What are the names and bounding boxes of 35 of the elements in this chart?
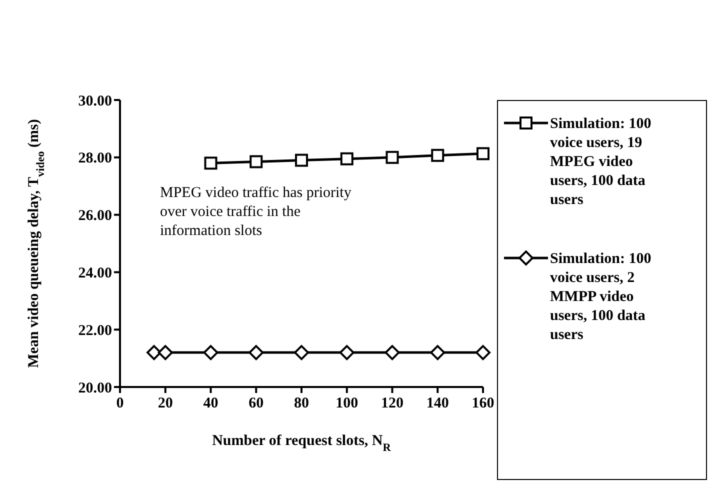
point xyxy=(158,345,173,360)
legend-label: Simulation: 100 voice users, 19 MPEG video users, 100 data users xyxy=(550,115,652,210)
point xyxy=(384,345,400,360)
point xyxy=(203,345,218,360)
y-tick-label: 24.00 xyxy=(78,266,112,282)
point xyxy=(204,156,218,170)
x-axis-title: Number of request slots, N$_{R}$ xyxy=(212,433,392,454)
point xyxy=(340,152,354,166)
point xyxy=(339,345,354,360)
y-tick-label: 20.00 xyxy=(78,380,112,396)
point xyxy=(250,155,263,168)
point xyxy=(431,148,444,162)
y-tick-label: 22.00 xyxy=(78,322,112,339)
y-tick-label: 26.00 xyxy=(78,208,112,224)
point xyxy=(476,345,490,360)
x-tick-label: 20 xyxy=(158,396,173,412)
point xyxy=(295,154,308,167)
x-tick-label: 100 xyxy=(336,396,358,412)
point xyxy=(294,345,309,360)
y-tick-label: 28.00 xyxy=(78,150,112,167)
y-tick-label: 30.00 xyxy=(78,93,112,110)
point xyxy=(476,147,490,160)
x-tick-label: 60 xyxy=(248,396,264,412)
annotation: MPEG video traffic has priority over voice traffic in the information slots xyxy=(160,184,352,241)
x-tick-label: 160 xyxy=(472,396,494,412)
x-tick-label: 0 xyxy=(116,396,124,412)
x-tick-label: 80 xyxy=(294,396,309,412)
legend-label: Simulation: 100 voice users, 2 MMPP video users, 100 data users xyxy=(550,250,652,345)
point xyxy=(430,345,446,360)
point xyxy=(146,345,162,360)
point xyxy=(248,345,264,360)
x-tick-label: 140 xyxy=(426,396,449,412)
x-tick-label: 40 xyxy=(203,396,218,412)
x-tick-label: 120 xyxy=(381,396,404,412)
point xyxy=(386,150,399,164)
